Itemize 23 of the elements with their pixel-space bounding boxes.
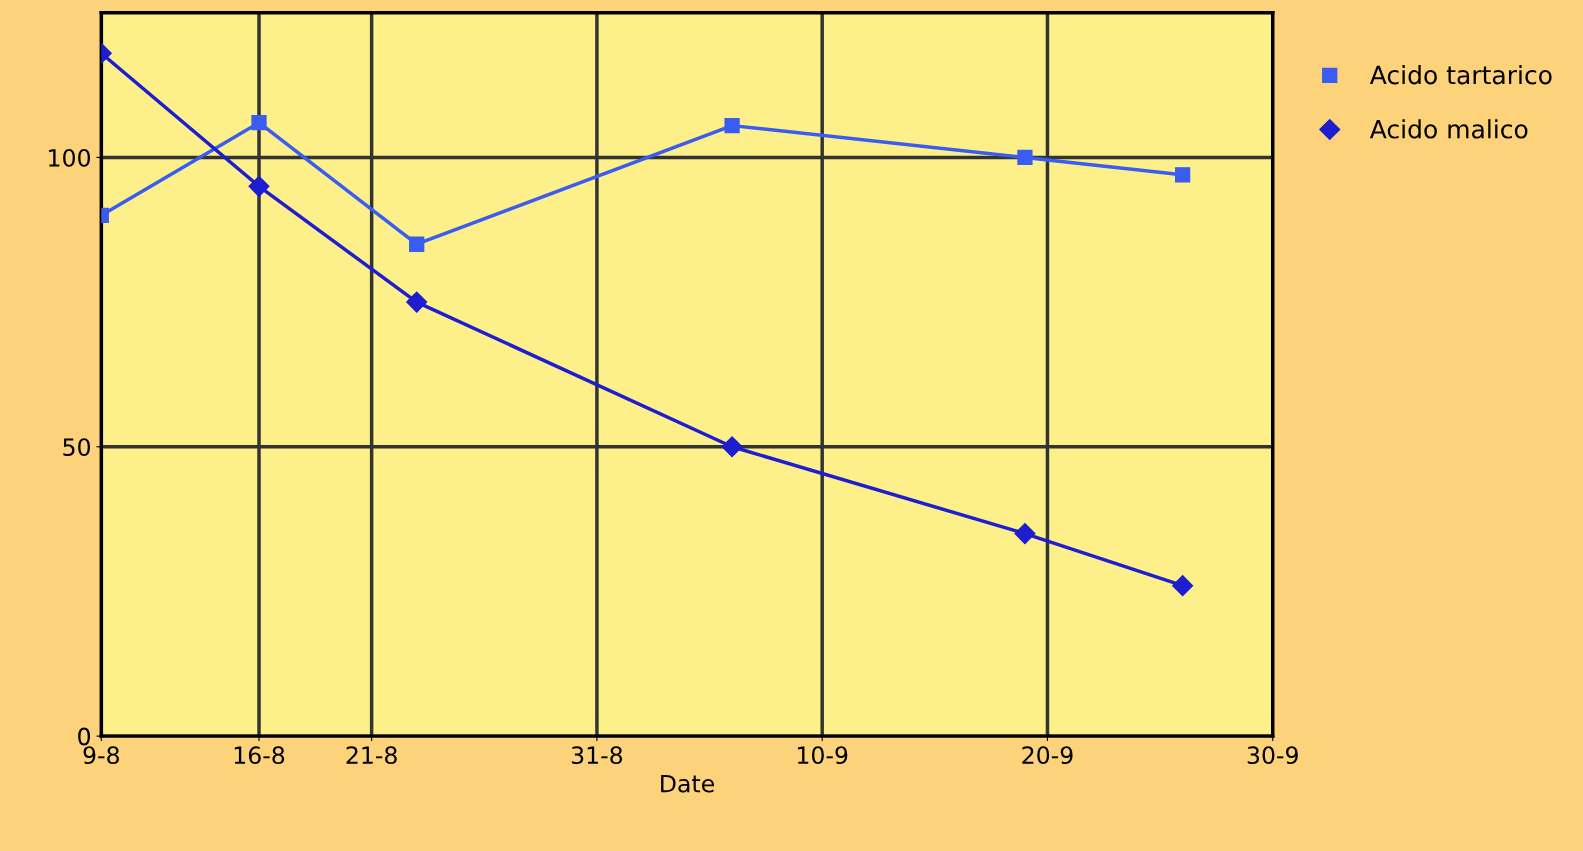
y-tick-label: 0 <box>78 727 91 746</box>
legend-label: Acido malico <box>1369 119 1528 139</box>
y-tick-label: 100 <box>49 148 91 167</box>
point <box>1017 149 1033 166</box>
point <box>409 236 425 252</box>
x-tick-label: 10-9 <box>797 746 848 765</box>
x-tick-label: 16-8 <box>234 746 285 765</box>
point <box>1172 575 1194 597</box>
x-tick-label: 9-8 <box>83 746 119 765</box>
x-tick-label: 31-8 <box>571 746 623 765</box>
y-tick-label: 50 <box>63 438 91 457</box>
x-tick-label: 21-8 <box>346 746 397 765</box>
point <box>251 115 267 131</box>
legend-label: Acido tartarico <box>1369 65 1552 85</box>
x-tick-label: 30-9 <box>1247 746 1298 765</box>
x-axis-title: Date <box>661 774 714 793</box>
point <box>1014 523 1036 545</box>
point <box>721 436 743 458</box>
point <box>1174 167 1191 183</box>
point <box>406 291 428 313</box>
point <box>248 175 270 197</box>
point <box>724 117 740 134</box>
x-tick-label: 20-9 <box>1022 746 1073 765</box>
